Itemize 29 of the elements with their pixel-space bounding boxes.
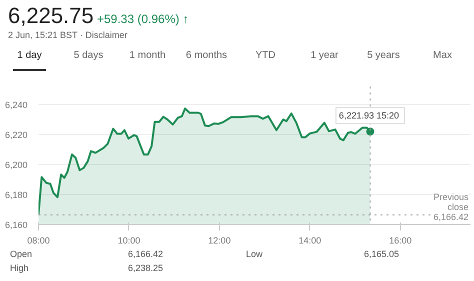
y-tick-label: 6,240	[4, 100, 28, 110]
ref-line-label: Previous close 6,166.42	[433, 192, 469, 222]
x-tick-label: 12:00	[208, 236, 231, 246]
text: Max	[432, 49, 453, 63]
text: 1 year	[310, 49, 340, 63]
text: 5 days	[72, 49, 104, 63]
text: Low	[245, 248, 264, 261]
text: Open	[9, 248, 34, 261]
y-tick-label: 6,180	[4, 190, 28, 200]
y-tick-label: 6,200	[4, 160, 28, 170]
text: 6,166.42	[127, 248, 164, 261]
y-tick-label: 6,160	[4, 220, 28, 230]
text: 1 month	[128, 49, 167, 63]
text: 6,165.05	[363, 248, 400, 261]
x-tick-label: 14:00	[298, 236, 322, 246]
chart-title: 6,225.75	[8, 3, 94, 28]
y-tick-label: 6,220	[4, 130, 28, 140]
text: 5 years	[366, 49, 401, 63]
x-tick-label: 08:00	[27, 236, 50, 246]
x-tick-label: 16:00	[389, 236, 412, 246]
text: 6 months	[184, 49, 228, 63]
text: YTD	[254, 49, 276, 63]
text: 2 Jun, 15:21 BST · Disclaimer	[8, 30, 128, 40]
x-tick-label: 10:00	[118, 236, 140, 246]
chart-subtitle: +59.33 (0.96%) ↑	[96, 12, 189, 26]
text: High	[9, 262, 30, 275]
annotation: 6,221.93 15:20	[338, 110, 399, 121]
text: 1 day	[13, 49, 46, 72]
text: 6,238.25	[127, 262, 164, 275]
